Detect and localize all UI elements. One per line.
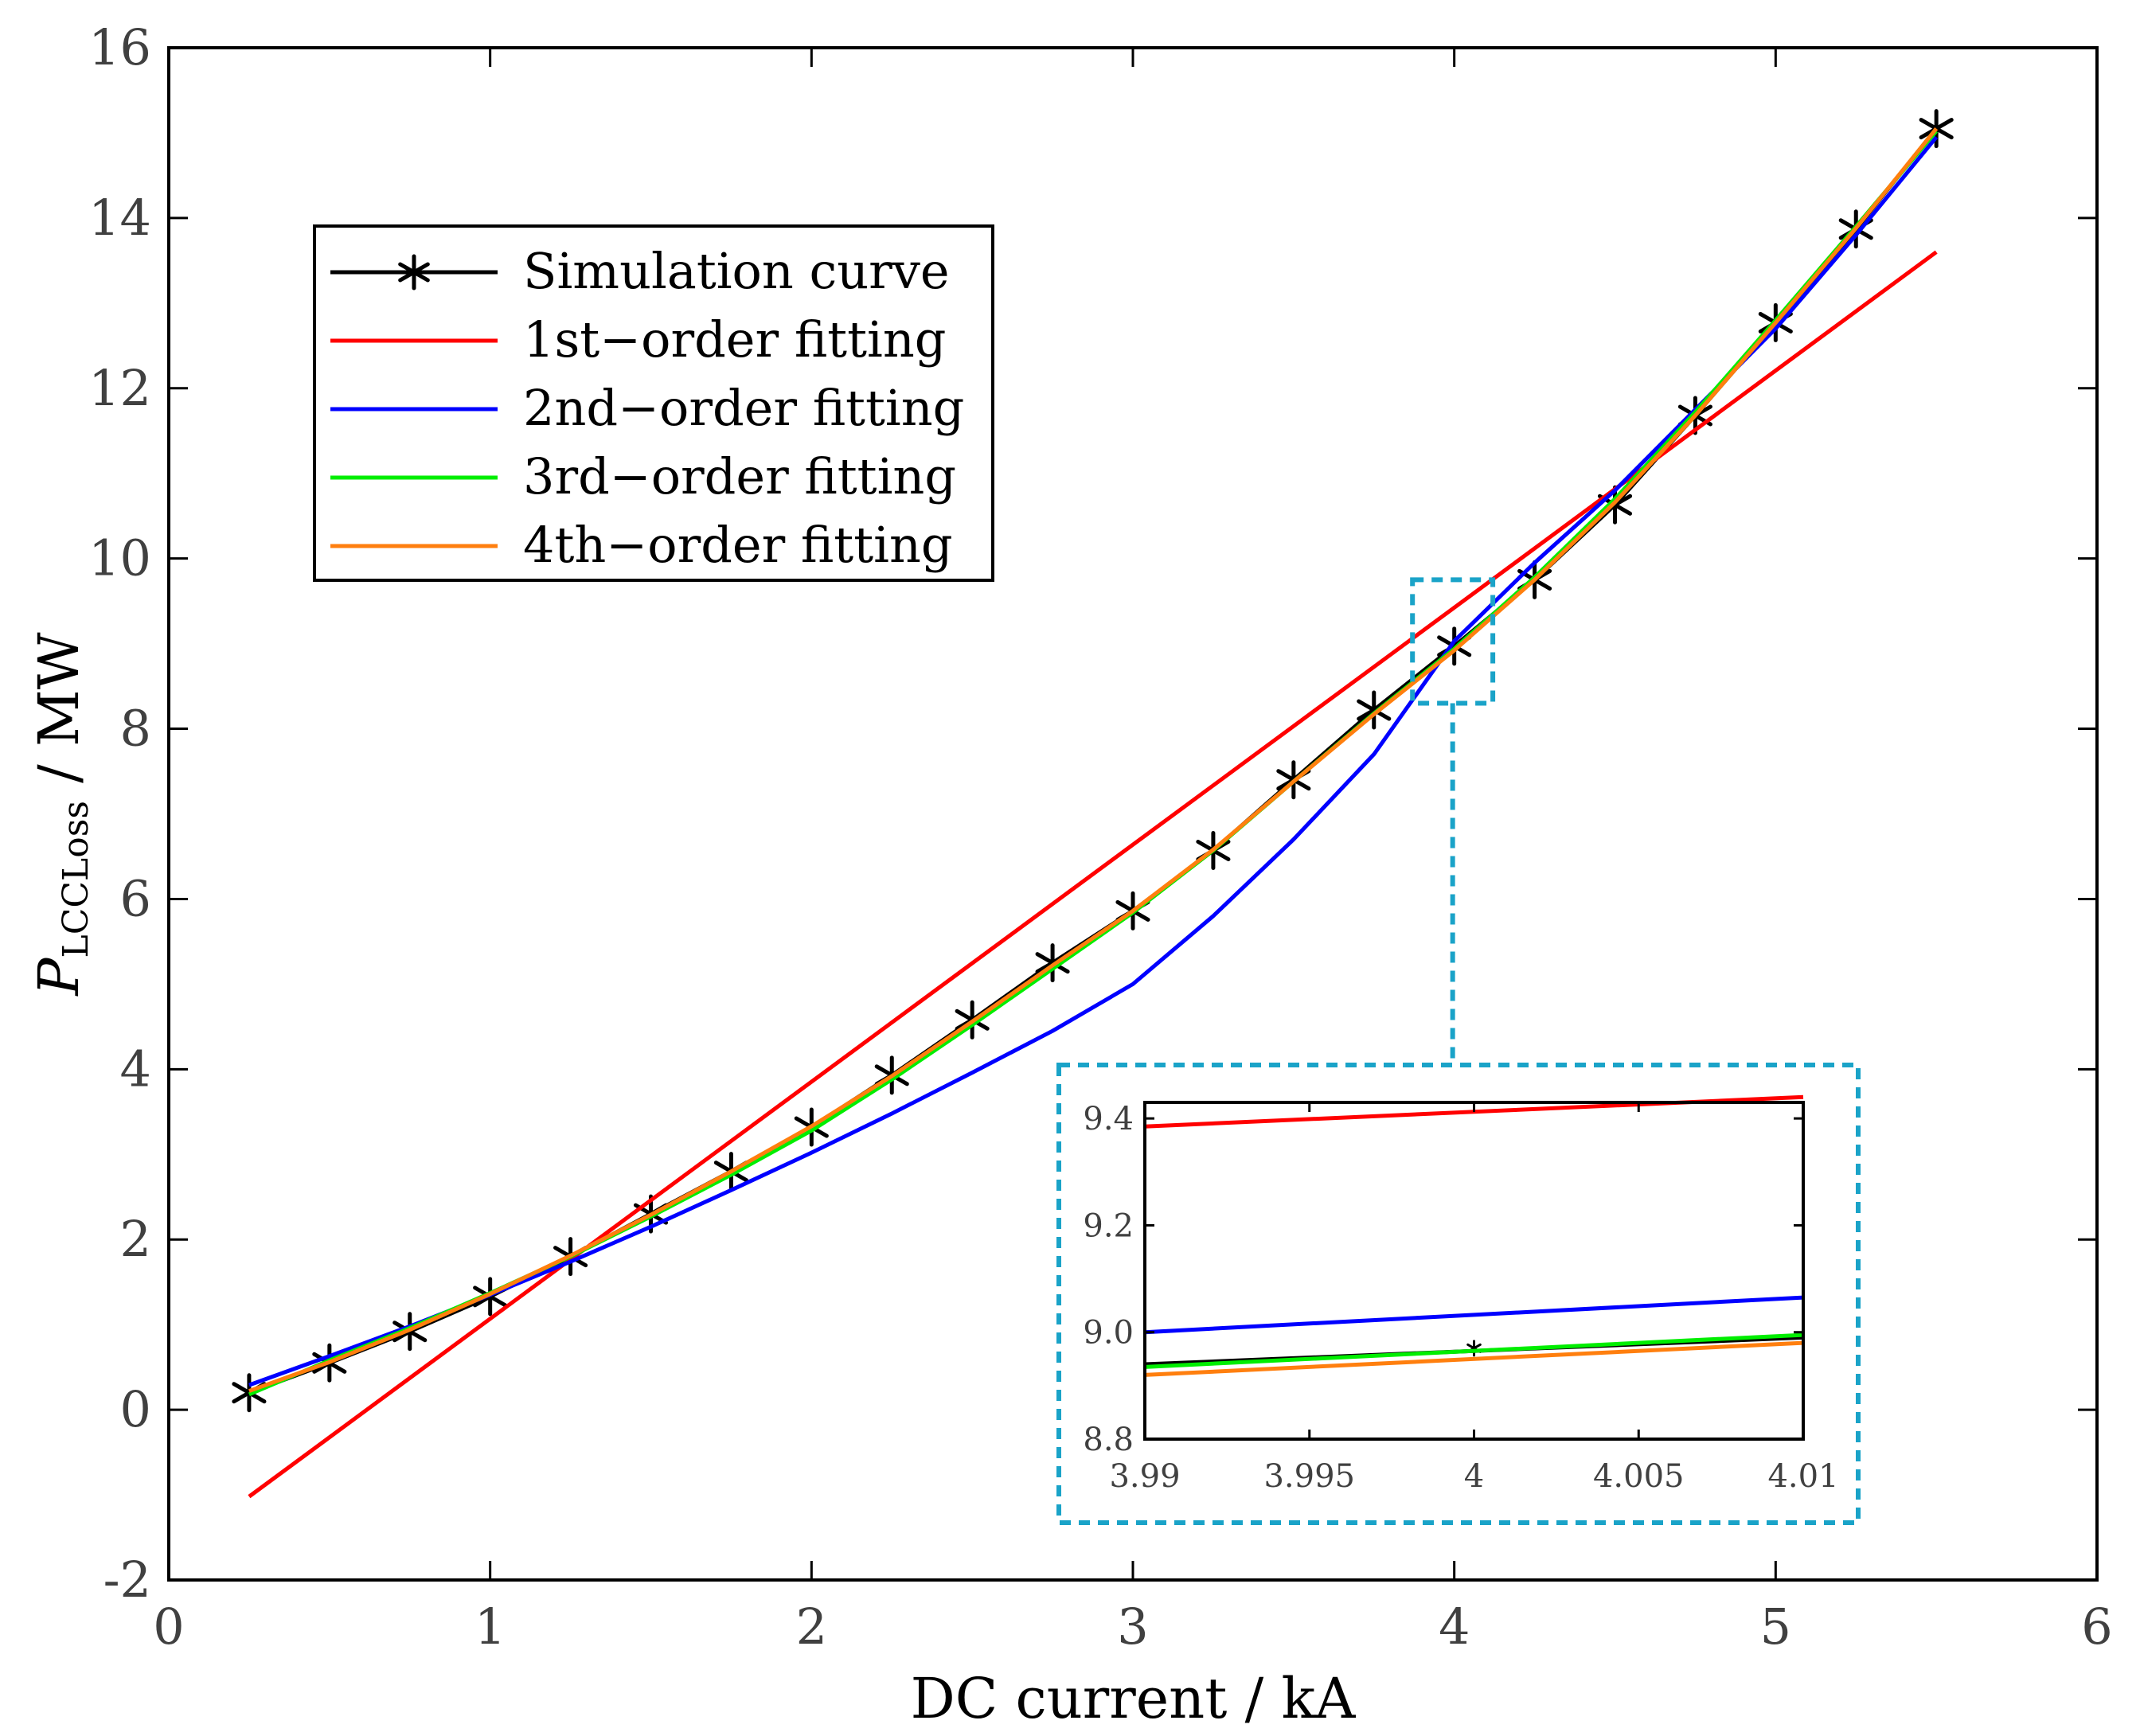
y-tick-label: 10 [88,529,151,587]
y-tick-label: -2 [103,1551,151,1609]
inset-chart: 3.99 3.995 4 4.005 4.01 8.8 9.0 9.2 9.4 [1083,1094,1839,1495]
y-axis-title-subscript: LCCLoss [56,801,96,958]
x-tick-label: 5 [1760,1598,1791,1656]
series-line-second [248,135,1939,1387]
x-tick-label: 3 [1117,1598,1148,1656]
series-line-fourth [248,127,1939,1393]
y-axis-title-main: P [26,957,92,997]
inset-line-fourth [1144,1340,1804,1377]
y-tick-label: 8 [120,700,151,758]
y-tick-label: 16 [88,18,151,76]
zoom-indicator [1056,577,1861,1525]
y-axis-title: PLCCLoss / MW [26,632,96,997]
legend-box [313,224,994,582]
inset-y-tick-label: 9.4 [1083,1101,1134,1137]
y-tick-label: 2 [120,1210,151,1268]
x-axis-title: DC current / kA [911,1666,1357,1731]
legend-entries: Simulation curve 1st−order fitting 2nd−ord… [330,242,964,574]
y-axis-title-unit: / MW [26,632,92,801]
inset-x-tick-label: 3.995 [1263,1458,1355,1495]
x-tick-label: 0 [153,1598,184,1656]
inset-x-tick-label: 4 [1464,1458,1484,1495]
x-tick-label: 1 [474,1598,506,1656]
marker-stroke [398,262,430,283]
y-tick-label: 6 [120,869,151,927]
inset-y-tick-label: 9.0 [1083,1315,1134,1352]
inset-line-third [1144,1332,1804,1369]
inset-x-tick-label: 4.005 [1593,1458,1685,1495]
legend-label-fourth: 4th−order fitting [523,516,953,574]
legend-label-first: 1st−order fitting [523,310,946,369]
inset-line-second [1144,1295,1804,1335]
legend-label-second: 2nd−order fitting [523,379,964,437]
inset-x-tick-label: 3.99 [1109,1458,1180,1495]
zoom-region-box [1410,577,1496,706]
y-tick-label: 0 [120,1380,151,1438]
plot-area-frame [167,46,2099,1582]
inset-background [1145,1102,1803,1439]
x-tick-label: 2 [796,1598,827,1656]
legend: Simulation curve 1st−order fitting 2nd−ord… [313,224,994,582]
data-point-marker [398,254,430,291]
y-tick-label: 12 [88,359,151,417]
legend-label-simulation: Simulation curve [523,242,950,300]
main-series-layer [232,109,1954,1499]
inset-y-tick-label: 8.8 [1083,1422,1134,1458]
y-tick-label: 4 [120,1040,151,1098]
inset-y-tick-label: 9.2 [1083,1207,1134,1244]
x-tick-label: 4 [1439,1598,1470,1656]
x-tick-label: 6 [2081,1598,2112,1656]
inset-x-tick-label: 4.01 [1767,1458,1838,1495]
y-tick-label: 14 [88,189,151,247]
legend-label-third: 3rd−order fitting [523,447,956,505]
